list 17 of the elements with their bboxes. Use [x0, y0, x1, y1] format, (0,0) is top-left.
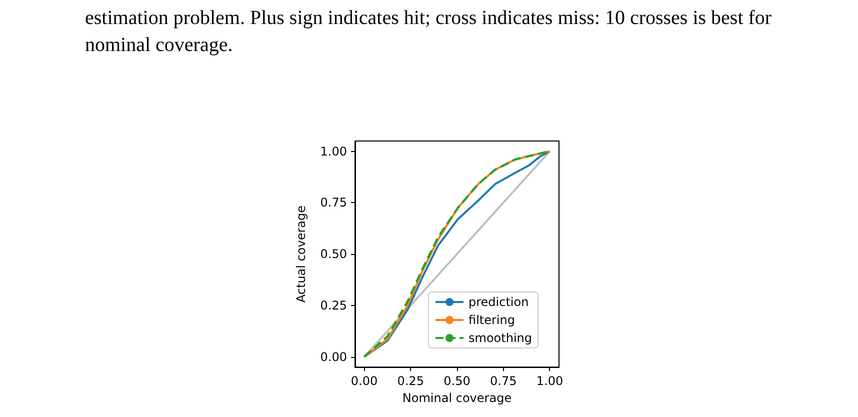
x-tick-label: 0.50 — [444, 374, 470, 388]
text: nominal coverage. — [85, 34, 233, 56]
x-axis-title: Nominal coverage — [402, 391, 512, 405]
y-tick-label: 0.00 — [320, 350, 347, 364]
x-tick-label: 1.00 — [536, 374, 564, 388]
y-axis-title: Actual coverage — [294, 205, 308, 303]
y-tick-label: 1.00 — [320, 144, 347, 158]
x-tick-label: 0.25 — [397, 374, 424, 388]
y-tick-label: 0.25 — [320, 298, 347, 312]
x-tick-label: 0.00 — [350, 374, 378, 388]
x-tick-label: 0.75 — [490, 374, 517, 388]
legend-label: filtering — [468, 313, 515, 327]
y-tick-label: 0.50 — [320, 247, 347, 262]
legend-label: smoothing — [468, 331, 532, 345]
text: estimation problem. Plus sign indicates hit; cross indicates miss: 10 crosses is best for — [85, 7, 772, 29]
y-tick-label: 0.75 — [320, 196, 347, 210]
legend-label: prediction — [468, 295, 529, 309]
